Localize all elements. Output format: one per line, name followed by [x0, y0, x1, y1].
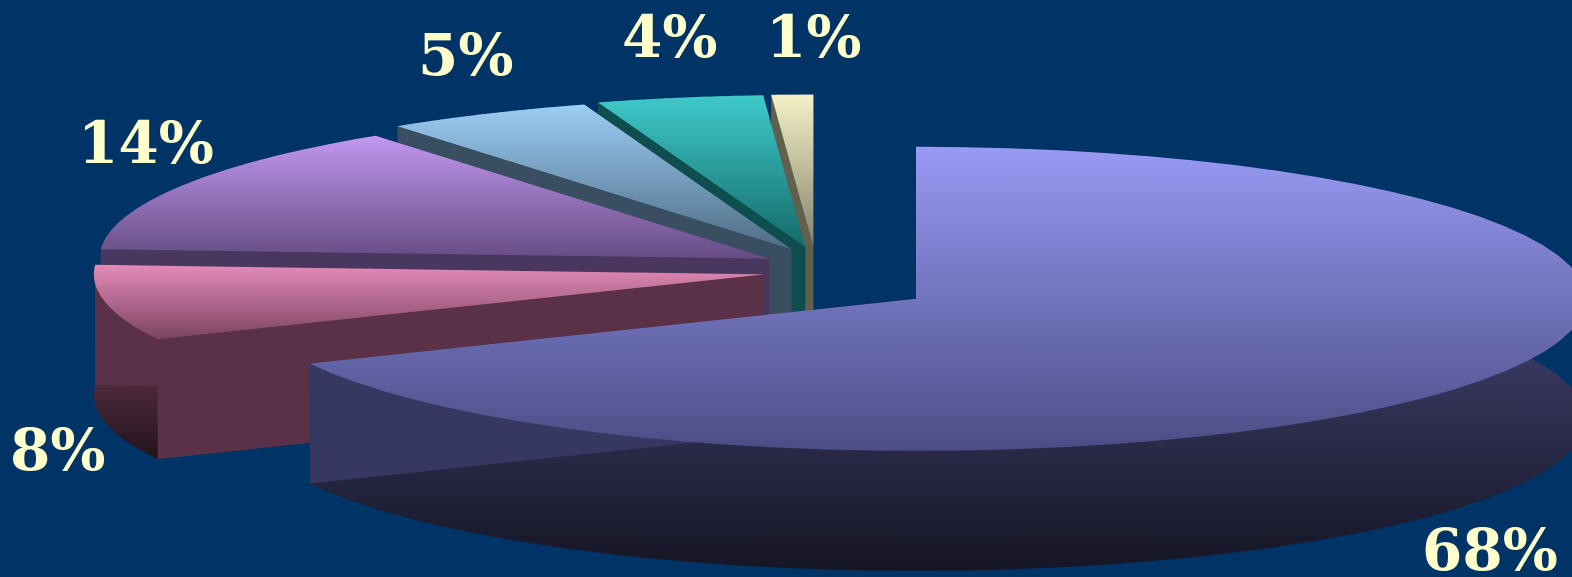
pie-label-5-pct: 5%: [418, 21, 513, 89]
pie-slices: [93, 94, 1572, 571]
pie-label-14-pct: 14%: [78, 109, 214, 177]
pie-labels: 68% 8% 14% 5% 4% 1%: [10, 3, 1558, 577]
pie-label-8-pct: 8%: [10, 416, 105, 484]
pie-label-1-pct: 1%: [766, 3, 861, 71]
pie-label-68-pct: 68%: [1422, 516, 1558, 577]
pie-slice-68-pct: [309, 146, 1572, 571]
pie-label-4-pct: 4%: [622, 3, 717, 71]
